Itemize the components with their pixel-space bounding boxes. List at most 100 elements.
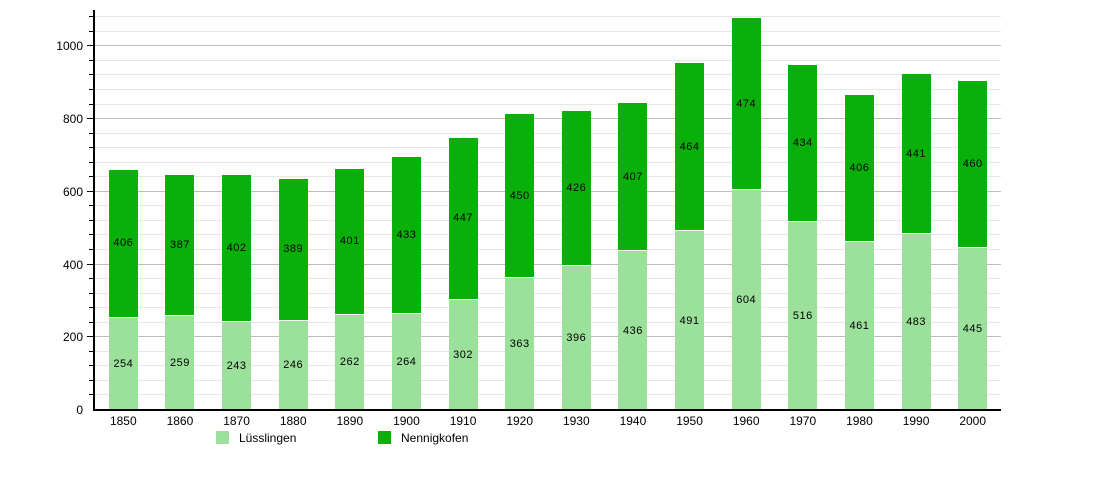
legend-item-nennigkofen: Nennigkofen — [378, 429, 468, 446]
y-axis-line — [93, 10, 95, 411]
bar-segment-nennigkofen: 460 — [958, 80, 988, 249]
minor-gridline — [95, 278, 1001, 280]
minor-gridline — [95, 161, 1001, 163]
bar-segment-luesslingen: 363 — [505, 278, 535, 410]
bar-segment-nennigkofen: 406 — [108, 170, 138, 318]
x-tick-label: 1880 — [279, 414, 307, 428]
bar-segment-luesslingen: 604 — [731, 190, 761, 410]
y-axis-tick — [87, 45, 93, 47]
bar-group-2000: 460 445 2000 — [958, 80, 988, 428]
y-axis-tick — [89, 292, 93, 294]
bar-segment-luesslingen: 445 — [958, 248, 988, 410]
bar-segment-luesslingen: 259 — [165, 315, 195, 410]
y-tick-label: 0 — [76, 403, 83, 417]
y-axis-tick — [89, 16, 93, 18]
bar-group-1960: 474 604 1960 — [731, 18, 761, 428]
major-gridline — [95, 45, 1001, 47]
minor-gridline — [95, 292, 1001, 294]
bar-group-1850: 406 254 1850 — [108, 170, 138, 428]
bar-segment-nennigkofen: 387 — [165, 175, 195, 316]
y-axis-tick — [89, 278, 93, 280]
bar-group-1880: 389 246 1880 — [278, 179, 308, 428]
bar-segment-nennigkofen: 402 — [222, 175, 252, 322]
minor-gridline — [95, 307, 1001, 309]
x-tick-label: 1950 — [676, 414, 703, 428]
minor-gridline — [95, 16, 1001, 18]
y-axis-tick — [89, 365, 93, 367]
minor-gridline — [95, 103, 1001, 105]
bar-segment-luesslingen: 483 — [901, 234, 931, 410]
legend-item-luesslingen: Lüsslingen — [216, 429, 296, 446]
bar-segment-nennigkofen: 474 — [731, 18, 761, 191]
x-tick-label: 1970 — [789, 414, 817, 428]
y-tick-label: 400 — [62, 257, 83, 272]
bar-group-1860: 387 259 1860 — [165, 175, 195, 428]
x-tick-label: 1980 — [846, 414, 873, 428]
minor-gridline — [95, 379, 1001, 381]
y-axis-tick — [89, 59, 93, 61]
bar-segment-luesslingen: 246 — [278, 320, 308, 410]
minor-gridline — [95, 394, 1001, 396]
x-tick-label: 1990 — [902, 414, 930, 428]
x-tick-label: 1850 — [109, 414, 137, 428]
y-axis-tick — [89, 147, 93, 149]
x-tick-label: 1860 — [166, 414, 194, 428]
bar-group-1920: 450 363 1920 — [505, 114, 535, 428]
y-axis-tick — [89, 321, 93, 323]
y-axis-tick — [89, 394, 93, 396]
y-axis-tick — [89, 249, 93, 250]
y-axis-tick — [87, 118, 93, 120]
y-axis-tick — [89, 161, 93, 163]
x-tick-label: 1870 — [223, 414, 250, 428]
bar-segment-nennigkofen: 406 — [844, 94, 874, 243]
bar-segment-luesslingen: 254 — [108, 317, 138, 410]
minor-gridline — [95, 249, 1001, 250]
bar-segment-luesslingen: 436 — [618, 251, 648, 410]
y-tick-label: 200 — [62, 330, 83, 345]
x-tick-label: 1890 — [336, 414, 364, 428]
major-gridline — [95, 190, 1001, 192]
minor-gridline — [95, 59, 1001, 61]
y-tick-label: 600 — [62, 184, 83, 199]
y-axis-tick — [89, 205, 93, 207]
y-axis-tick — [87, 336, 93, 338]
y-axis-tick — [89, 103, 93, 105]
minor-gridline — [95, 147, 1001, 149]
minor-gridline — [95, 132, 1001, 134]
bar-group-1900: 433 264 1900 — [391, 156, 421, 428]
y-axis-tick — [89, 30, 93, 32]
bar-segment-nennigkofen: 407 — [618, 103, 648, 252]
major-gridline — [95, 118, 1001, 120]
bar-segment-luesslingen: 491 — [675, 231, 705, 410]
bar-segment-luesslingen: 302 — [448, 300, 478, 410]
x-axis-line — [93, 409, 1001, 411]
bar-group-1950: 464 491 1950 — [675, 62, 705, 428]
bar-segment-nennigkofen: 426 — [561, 111, 591, 266]
bar-segment-nennigkofen: 447 — [448, 137, 478, 301]
y-axis-tick — [89, 234, 93, 236]
y-axis-tick — [87, 263, 93, 265]
bar-segment-nennigkofen: 450 — [505, 114, 535, 278]
minor-gridline — [95, 321, 1001, 323]
bar-segment-nennigkofen: 401 — [335, 168, 365, 315]
minor-gridline — [95, 234, 1001, 236]
minor-gridline — [95, 74, 1001, 76]
y-tick-label: 800 — [62, 112, 83, 127]
minor-gridline — [95, 89, 1001, 90]
major-gridline — [95, 336, 1001, 338]
bar-segment-nennigkofen: 441 — [901, 74, 931, 235]
minor-gridline — [95, 365, 1001, 367]
minor-gridline — [95, 219, 1001, 221]
y-axis-tick — [89, 219, 93, 221]
x-tick-label: 1960 — [732, 414, 760, 428]
bar-group-1940: 407 436 1940 — [618, 103, 648, 428]
plot-area: 0 200 400 600 800 1000 406 254 1850 387 259 1860 402… — [56, 10, 1001, 428]
y-axis-tick — [87, 190, 93, 192]
bar-segment-luesslingen: 396 — [561, 266, 591, 410]
bar-segment-luesslingen: 262 — [335, 314, 365, 410]
y-axis-tick — [89, 307, 93, 309]
bar-group-1930: 426 396 1930 — [561, 111, 591, 428]
bar-segment-luesslingen: 461 — [844, 242, 874, 410]
x-tick-label: 1930 — [562, 414, 590, 428]
